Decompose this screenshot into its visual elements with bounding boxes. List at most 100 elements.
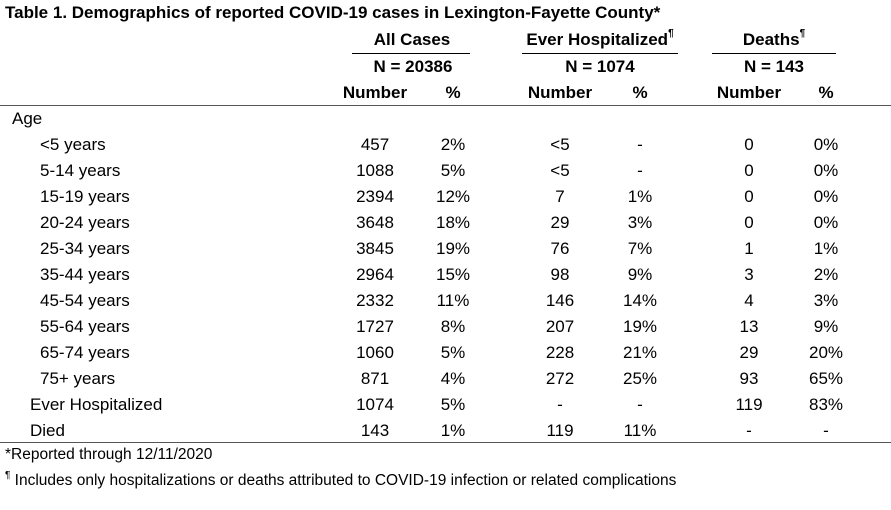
table-cell: 13 [739,317,759,336]
header-divider [0,105,891,106]
table-cell: 20% [808,343,844,362]
footnote-reported-date: *Reported through 12/11/2020 [5,446,212,464]
group-name: All Cases [373,30,451,49]
table-cell: 7 [555,187,565,206]
table-cell: 3% [813,291,839,310]
row-label: 45-54 years [40,291,130,310]
row-label: 5-14 years [40,161,121,180]
group-underline [352,53,470,54]
table-cell: 14% [622,291,658,310]
row-label: 55-64 years [40,317,130,336]
table-title: Table 1. Demographics of reported COVID-… [5,3,661,22]
footnote-text: *Reported through 12/11/2020 [5,446,213,463]
table-cell: 2% [813,265,839,284]
group-n-all-cases: N = 20386 [373,57,453,76]
group-name: Ever Hospitalized [526,30,669,49]
table-cell: 8% [440,317,466,336]
table-cell: 18% [435,213,471,232]
table-cell: 1% [813,239,839,258]
subheader-number: Number [342,83,408,102]
table-cell: 3648 [356,213,394,232]
group-n-ever-hospitalized: N = 1074 [565,57,635,76]
subheader-number: Number [527,83,593,102]
row-label: 20-24 years [40,213,130,232]
table-cell: 11% [436,291,470,310]
table-cell: 1088 [356,161,394,180]
table-cell: 1% [440,421,466,440]
table-cell: - [637,161,643,180]
pilcrow-mark: ¶ [5,470,11,481]
table-cell: 0 [744,135,754,154]
table-cell: 7% [627,239,653,258]
table-cell: 4 [744,291,754,310]
table-cell: 1 [744,239,754,258]
table-cell: 0% [813,161,839,180]
table-cell: 1060 [356,343,394,362]
table-cell: 12% [435,187,471,206]
row-label: <5 years [40,135,106,154]
table-cell: 3845 [356,239,394,258]
table-cell: 146 [545,291,575,310]
table-cell: 19% [435,239,471,258]
table-cell: 11% [623,421,657,440]
table-cell: - [823,421,829,440]
row-label: 25-34 years [40,239,130,258]
table-cell: 228 [545,343,575,362]
table-cell: - [637,395,643,414]
subheader-percent: % [632,83,648,102]
table-cell: 98 [550,265,570,284]
table-cell: 119 [546,421,574,440]
table-cell: 9% [813,317,839,336]
table-cell: 15% [435,265,471,284]
table-cell: 2332 [356,291,394,310]
subheader-percent: % [818,83,834,102]
table-cell: 143 [360,421,390,440]
footnote-text: Includes only hospitalizations or deaths… [10,472,677,489]
table-cell: 5% [440,343,466,362]
footnote-pilcrow: ¶ Includes only hospitalizations or deat… [5,470,677,490]
table-cell: 1727 [356,317,394,336]
table-cell: 0 [744,187,754,206]
table-cell: 0 [744,161,754,180]
table-cell: 3% [627,213,653,232]
table-cell: 2964 [356,265,394,284]
group-underline [712,53,836,54]
table-bottom-divider [0,442,891,443]
table-cell: 272 [545,369,575,388]
row-label: 65-74 years [40,343,130,362]
group-header-all-cases: All Cases [352,30,472,50]
table-cell: 0 [744,213,754,232]
table-cell: 1% [627,187,653,206]
table-cell: 871 [360,369,390,388]
table-cell: 4% [440,369,466,388]
table-cell: 65% [808,369,844,388]
subheader-percent: % [445,83,461,102]
table-cell: 1074 [356,395,394,414]
group-header-deaths: Deaths¶ [712,28,836,50]
row-label: Ever Hospitalized [30,395,163,414]
table-cell: 119 [735,395,763,414]
table-cell: 0% [813,187,839,206]
table-cell: 3 [744,265,754,284]
table-cell: - [637,135,643,154]
table-cell: 5% [440,395,466,414]
group-name: Deaths [742,30,800,49]
subheader-number: Number [716,83,782,102]
table-cell: 207 [545,317,575,336]
table-cell: - [557,395,563,414]
table-cell: 5% [440,161,466,180]
table-cell: 2% [440,135,466,154]
row-label: 15-19 years [40,187,130,206]
table-cell: 29 [739,343,759,362]
table-cell: 76 [550,239,570,258]
table-cell: 2394 [356,187,394,206]
table-cell: 9% [627,265,653,284]
pilcrow-mark: ¶ [668,28,674,39]
row-label: Died [30,421,65,440]
table-cell: 83% [808,395,844,414]
group-underline [522,53,678,54]
table-cell: <5 [550,161,570,180]
table-cell: 457 [360,135,390,154]
table-cell: <5 [550,135,570,154]
group-header-ever-hospitalized: Ever Hospitalized¶ [520,28,680,50]
